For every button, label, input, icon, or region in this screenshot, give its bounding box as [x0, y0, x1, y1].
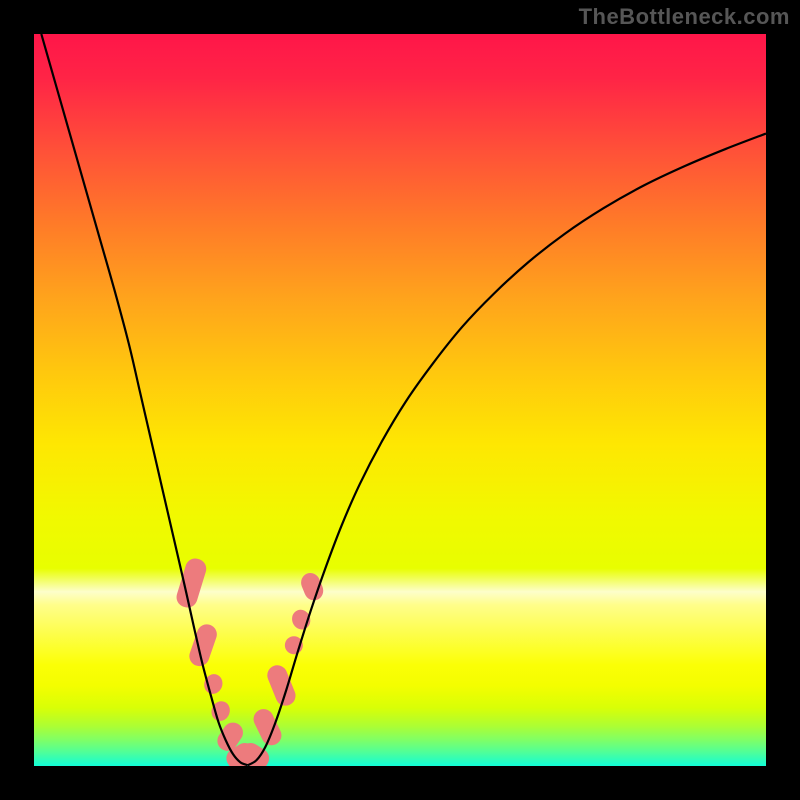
data-marker — [187, 622, 220, 669]
curve-left-branch — [41, 34, 247, 765]
data-markers — [174, 556, 326, 766]
curve-layer — [34, 34, 766, 766]
chart-frame: TheBottleneck.com — [0, 0, 800, 800]
watermark-text: TheBottleneck.com — [579, 4, 790, 30]
curve-right-branch — [248, 134, 766, 766]
plot-area — [34, 34, 766, 766]
